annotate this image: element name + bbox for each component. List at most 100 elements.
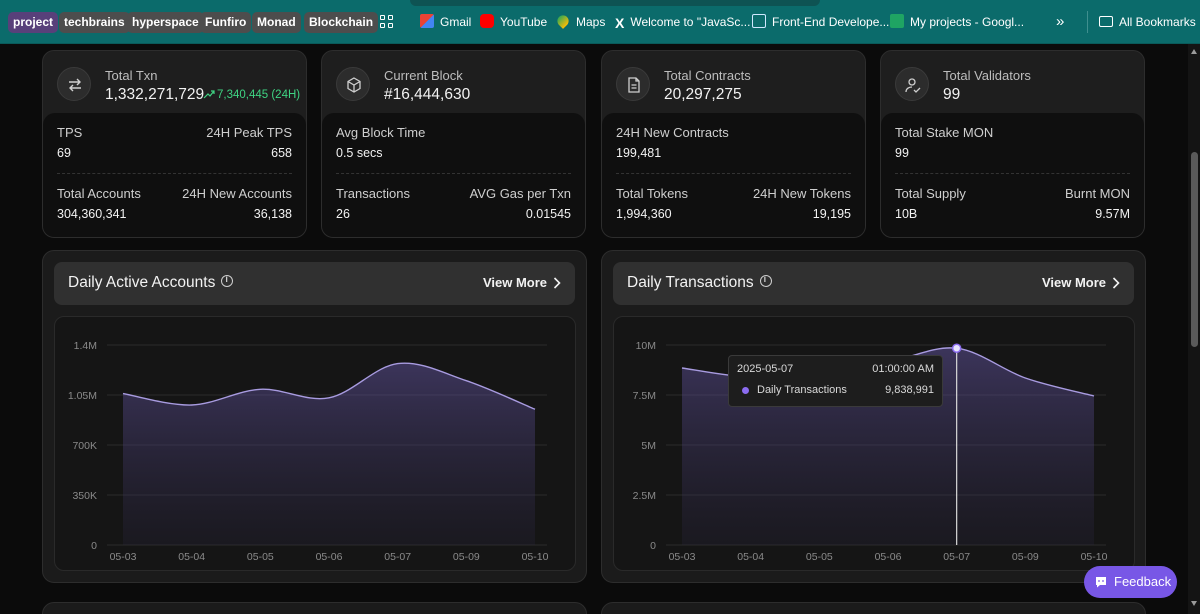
all-bookmarks-button[interactable]: All Bookmarks — [1099, 12, 1196, 33]
delta-value: 7,340,445 (24H) — [217, 89, 301, 101]
stat-card-current-block: Current Block #16,444,630 Avg Block Time… — [321, 50, 586, 238]
info-icon[interactable] — [221, 274, 234, 287]
panel-header: Daily Active Accounts View More — [54, 262, 575, 305]
bookmark-monad[interactable]: Monad — [252, 12, 301, 33]
stat-label: AVG Gas per Txn — [469, 186, 571, 201]
y-tick-label: 0 — [650, 540, 656, 552]
x-tick-label: 05-03 — [669, 551, 696, 563]
view-more-label: View More — [1041, 275, 1106, 290]
view-more-button[interactable]: View More — [483, 275, 561, 290]
x-logo-icon: X — [615, 15, 625, 31]
document-icon — [616, 67, 650, 101]
sheets-icon — [890, 14, 904, 28]
bookmark-javascript[interactable]: X Welcome to "JavaSc... — [615, 12, 750, 33]
stat-value: 99 — [895, 146, 909, 160]
tooltip-value: 9,838,991 — [885, 384, 934, 396]
view-more-label: View More — [482, 275, 547, 290]
bookmarks-separator — [1087, 11, 1088, 33]
arrows-swap-icon — [57, 67, 91, 101]
user-check-icon — [895, 67, 929, 101]
address-bar-edge — [410, 0, 820, 6]
delta-badge: 7,340,445 (24H) — [203, 89, 300, 101]
series-color-dot — [742, 387, 749, 394]
y-tick-label: 10M — [636, 340, 656, 352]
tooltip-date: 2025-05-07 — [737, 363, 794, 375]
stat-label: Total Tokens — [616, 186, 689, 201]
bookmark-funfiro[interactable]: Funfiro — [200, 12, 252, 33]
maps-pin-icon — [555, 13, 571, 29]
card-value: 1,332,271,729 — [105, 86, 205, 103]
bookmark-maps[interactable]: Maps — [555, 12, 605, 33]
panel-title: Daily Transactions — [627, 274, 772, 292]
y-tick-label: 2.5M — [633, 490, 656, 502]
card-value: 20,297,275 — [664, 86, 742, 103]
stat-label: 24H New Tokens — [752, 186, 851, 201]
x-tick-label: 05-10 — [1081, 551, 1108, 563]
y-tick-label: 0 — [91, 540, 97, 552]
scrollbar-thumb[interactable] — [1191, 152, 1198, 347]
folder-icon — [1099, 16, 1113, 27]
x-tick-label: 05-06 — [316, 551, 343, 563]
bookmark-blockchain[interactable]: Blockchain — [304, 12, 379, 33]
more-bookmarks-button[interactable]: » — [1056, 13, 1065, 30]
panel-title-text: Daily Active Accounts — [68, 274, 216, 291]
card-value: #16,444,630 — [384, 86, 471, 103]
trend-up-icon — [203, 90, 215, 99]
feedback-icon — [1096, 577, 1106, 588]
chevron-right-icon — [1112, 277, 1120, 289]
dashboard-page: Total Txn 1,332,271,729 7,340,445 (24H) … — [0, 44, 1188, 614]
x-tick-label: 05-09 — [1012, 551, 1039, 563]
x-tick-label: 05-07 — [384, 551, 411, 563]
bookmark-frontend[interactable]: Front-End Develope... — [752, 12, 889, 33]
bookmark-project[interactable]: project — [8, 12, 59, 33]
bookmark-techbrains[interactable]: techbrains — [59, 12, 130, 33]
card-title: Total Txn — [105, 68, 158, 83]
feedback-label: Feedback — [1114, 574, 1172, 589]
stat-value: 19,195 — [812, 207, 851, 221]
gmail-icon — [420, 14, 434, 28]
bookmark-hyperspace[interactable]: hyperspace — [127, 12, 204, 33]
stat-value: 10B — [895, 207, 918, 221]
y-tick-label: 350K — [72, 490, 97, 502]
chart-daily-transactions[interactable]: 0 2.5M 5M 7.5M 10M 05-03 05-04 05-05 05-06 05-07 0… — [613, 316, 1135, 571]
bookmark-my-projects[interactable]: My projects - Googl... — [890, 12, 1024, 33]
stat-label: Total Supply — [895, 186, 966, 201]
x-tick-label: 05-05 — [806, 551, 833, 563]
divider — [616, 173, 851, 174]
view-more-button[interactable]: View More — [1042, 275, 1120, 290]
y-tick-label: 7.5M — [633, 390, 656, 402]
card-title: Total Contracts — [664, 68, 751, 83]
chart-svg: 0 350K 700K 1.05M 1.4M 05-03 05-04 05-05 05-06 05… — [68, 340, 549, 563]
scroll-up-arrow-icon[interactable] — [1191, 49, 1197, 54]
panel-daily-active-accounts: Daily Active Accounts View More 0 350K 700… — [42, 250, 587, 583]
feedback-button[interactable]: Feedback — [1084, 566, 1177, 598]
info-icon[interactable] — [759, 274, 772, 287]
stat-label: TPS — [57, 125, 83, 140]
scroll-down-arrow-icon[interactable] — [1191, 601, 1197, 606]
stat-card-total-txn: Total Txn 1,332,271,729 7,340,445 (24H) … — [42, 50, 307, 238]
divider — [336, 173, 571, 174]
bookmark-label: Gmail — [440, 15, 472, 29]
stat-card-total-validators: Total Validators 99 Total Stake MON 99 T… — [880, 50, 1145, 238]
y-tick-label: 700K — [72, 440, 97, 452]
x-tick-label: 05-04 — [737, 551, 764, 563]
stat-value: 1,994,360 — [616, 207, 672, 221]
divider — [57, 173, 292, 174]
stat-value: 69 — [57, 146, 71, 160]
x-tick-label: 05-10 — [522, 551, 549, 563]
chart-daily-active-accounts[interactable]: 0 350K 700K 1.05M 1.4M 05-03 05-04 05-05 05-06 05… — [54, 316, 576, 571]
stat-value: 0.01545 — [525, 207, 571, 221]
bookmark-gmail[interactable]: Gmail — [420, 12, 471, 33]
apps-grid-icon[interactable] — [380, 15, 394, 29]
stat-card-total-contracts: Total Contracts 20,297,275 24H New Contr… — [601, 50, 866, 238]
stat-label: 24H Peak TPS — [206, 125, 292, 140]
stat-label: Total Stake MON — [895, 125, 994, 140]
stat-label: Total Accounts — [57, 186, 141, 201]
tooltip-series: Daily Transactions — [757, 384, 847, 396]
x-tick-label: 05-04 — [178, 551, 205, 563]
panel-title: Daily Active Accounts — [68, 274, 234, 292]
next-panel-edge — [42, 602, 587, 614]
stat-label: Burnt MON — [1064, 186, 1130, 201]
bookmark-youtube[interactable]: YouTube — [480, 12, 547, 33]
card-value: 99 — [943, 86, 961, 103]
